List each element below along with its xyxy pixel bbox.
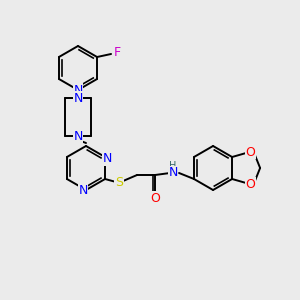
Text: N: N [78, 184, 88, 196]
Text: N: N [73, 130, 83, 142]
Text: N: N [73, 92, 83, 104]
Text: O: O [245, 178, 255, 190]
Text: N: N [73, 83, 83, 97]
Text: S: S [115, 176, 123, 190]
Text: H: H [169, 161, 177, 171]
Text: N: N [102, 152, 112, 166]
Text: N: N [168, 167, 178, 179]
Text: O: O [245, 146, 255, 158]
Text: F: F [113, 46, 121, 59]
Text: O: O [150, 191, 160, 205]
